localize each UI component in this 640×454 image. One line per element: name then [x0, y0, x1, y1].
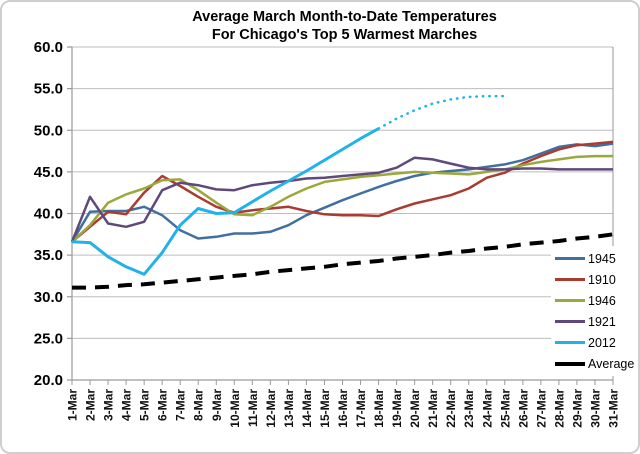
- y-tick-label: 40.0: [34, 206, 63, 223]
- series-line-1921: [70, 156, 613, 243]
- legend-swatch-1945: [555, 257, 585, 260]
- x-tick-label: 26-Mar: [516, 389, 530, 428]
- x-tick-label: 31-Mar: [607, 389, 621, 428]
- series-line-2012: [71, 127, 380, 276]
- x-tick-label: 1-Mar: [66, 389, 80, 421]
- legend-item-1945: 1945: [555, 248, 635, 269]
- x-tick-label: 10-Mar: [228, 389, 242, 428]
- x-tick-label: 25-Mar: [498, 389, 512, 428]
- series-line-1910: [71, 140, 614, 243]
- legend: 1945 1910 1946 1921 2012 Average: [551, 246, 635, 376]
- legend-item-1910: 1910: [555, 269, 635, 290]
- legend-swatch-1910: [555, 278, 585, 281]
- x-tick-label: 21-Mar: [426, 389, 440, 428]
- x-tick-label: 14-Mar: [300, 389, 314, 428]
- x-tick-label: 6-Mar: [156, 389, 170, 421]
- legend-swatch-1946: [555, 299, 585, 302]
- legend-item-average: Average: [555, 353, 635, 374]
- x-tick-label: 11-Mar: [246, 389, 260, 427]
- y-tick-label: 50.0: [34, 122, 63, 139]
- x-tick-label: 4-Mar: [120, 389, 134, 421]
- x-tick-label: 7-Mar: [174, 389, 188, 421]
- legend-label: 1946: [588, 293, 616, 308]
- x-tick-label: 2-Mar: [84, 389, 98, 421]
- x-tick-label: 15-Mar: [318, 389, 332, 428]
- x-tick-label: 22-Mar: [444, 389, 458, 428]
- series-line-2012-projection: [377, 94, 507, 130]
- y-tick-label: 35.0: [34, 247, 63, 264]
- x-tick-label: 29-Mar: [570, 389, 584, 428]
- legend-swatch-2012: [555, 341, 585, 344]
- series-line-1945: [70, 142, 614, 243]
- legend-item-2012: 2012: [555, 332, 635, 353]
- y-tick-label: 20.0: [34, 372, 63, 389]
- series-line-average: [72, 232, 614, 290]
- x-tick-label: 8-Mar: [192, 389, 206, 421]
- y-tick-label: 60.0: [34, 39, 63, 56]
- x-tick-label: 12-Mar: [264, 389, 278, 428]
- legend-item-1921: 1921: [555, 311, 635, 332]
- x-tick-label: 24-Mar: [480, 389, 494, 428]
- x-tick-label: 5-Mar: [138, 389, 152, 421]
- series-line-1946: [71, 154, 613, 243]
- legend-label: Average: [588, 356, 635, 371]
- x-tick-label: 13-Mar: [282, 389, 296, 428]
- x-tick-label: 23-Mar: [462, 389, 476, 428]
- x-tick-label: 9-Mar: [210, 389, 224, 421]
- x-tick-label: 17-Mar: [354, 389, 368, 428]
- x-tick-label: 18-Mar: [372, 389, 386, 428]
- y-tick-label: 55.0: [34, 81, 63, 98]
- y-tick-label: 45.0: [34, 164, 63, 181]
- legend-label: 2012: [588, 335, 616, 350]
- legend-item-1946: 1946: [555, 290, 635, 311]
- x-tick-label: 16-Mar: [336, 389, 350, 428]
- x-tick-label: 19-Mar: [390, 389, 404, 428]
- x-tick-label: 28-Mar: [552, 389, 566, 428]
- legend-swatch-1921: [555, 320, 585, 323]
- x-tick-label: 30-Mar: [588, 389, 602, 428]
- legend-label: 1910: [588, 272, 616, 287]
- x-tick-label: 27-Mar: [534, 389, 548, 428]
- legend-label: 1945: [588, 251, 616, 266]
- chart-title-line2: For Chicago's Top 5 Warmest Marches: [211, 27, 478, 44]
- x-tick-label: 20-Mar: [408, 389, 422, 428]
- legend-swatch-average: [555, 361, 585, 366]
- y-tick-label: 25.0: [34, 330, 63, 347]
- x-tick-label: 3-Mar: [102, 389, 116, 421]
- legend-label: 1921: [588, 314, 616, 329]
- chart-title: Average March Month-to-Date Temperatures…: [72, 8, 617, 44]
- y-tick-label: 30.0: [34, 289, 63, 306]
- chart-title-line1: Average March Month-to-Date Temperatures: [192, 9, 497, 25]
